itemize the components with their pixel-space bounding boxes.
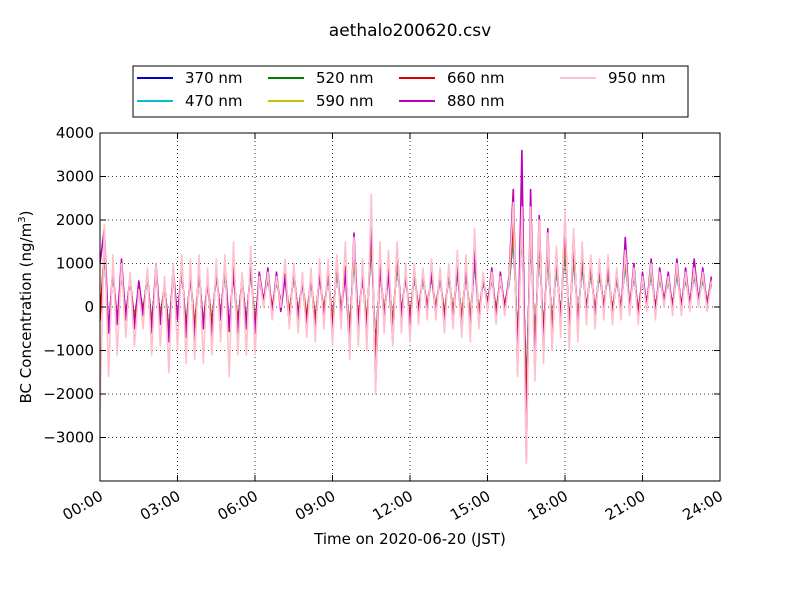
legend-label: 370 nm xyxy=(185,69,243,87)
series-lines xyxy=(100,149,713,465)
legend-label: 520 nm xyxy=(316,69,374,87)
legend-label: 590 nm xyxy=(316,92,374,110)
y-tick-label: 0 xyxy=(84,298,94,316)
y-tick-label: −2000 xyxy=(43,385,94,403)
chart-title: aethalo200620.csv xyxy=(329,21,491,41)
x-tick-label: 09:00 xyxy=(292,487,338,524)
x-tick-label: 03:00 xyxy=(137,487,183,524)
x-axis-label: Time on 2020-06-20 (JST) xyxy=(313,530,506,548)
y-axis-label: BC Concentration (ng/m3) xyxy=(17,211,35,404)
y-tick-label: 2000 xyxy=(56,211,94,229)
y-tick-label: 4000 xyxy=(56,124,94,142)
y-tick-label: −1000 xyxy=(43,342,94,360)
legend: 370 nm 470 nm 520 nm 590 nm 660 nm 880 nm 950 … xyxy=(132,65,689,118)
grid xyxy=(100,133,720,481)
y-tick-label: 1000 xyxy=(56,255,94,273)
y-tick-label: 3000 xyxy=(56,168,94,186)
x-tick-label: 24:00 xyxy=(680,487,726,524)
legend-frame xyxy=(132,65,689,118)
x-tick-label: 06:00 xyxy=(215,487,261,524)
x-tick-label: 21:00 xyxy=(602,487,648,524)
series-line xyxy=(100,193,713,465)
x-tick-label: 18:00 xyxy=(525,487,571,524)
legend-label: 950 nm xyxy=(608,69,666,87)
legend-label: 880 nm xyxy=(447,92,505,110)
x-tick-label: 12:00 xyxy=(370,487,416,524)
legend-label: 660 nm xyxy=(447,69,505,87)
y-tick-label: −3000 xyxy=(43,429,94,447)
x-tick-label: 00:00 xyxy=(60,487,106,524)
x-tick-label: 15:00 xyxy=(447,487,493,524)
legend-label: 470 nm xyxy=(185,92,243,110)
